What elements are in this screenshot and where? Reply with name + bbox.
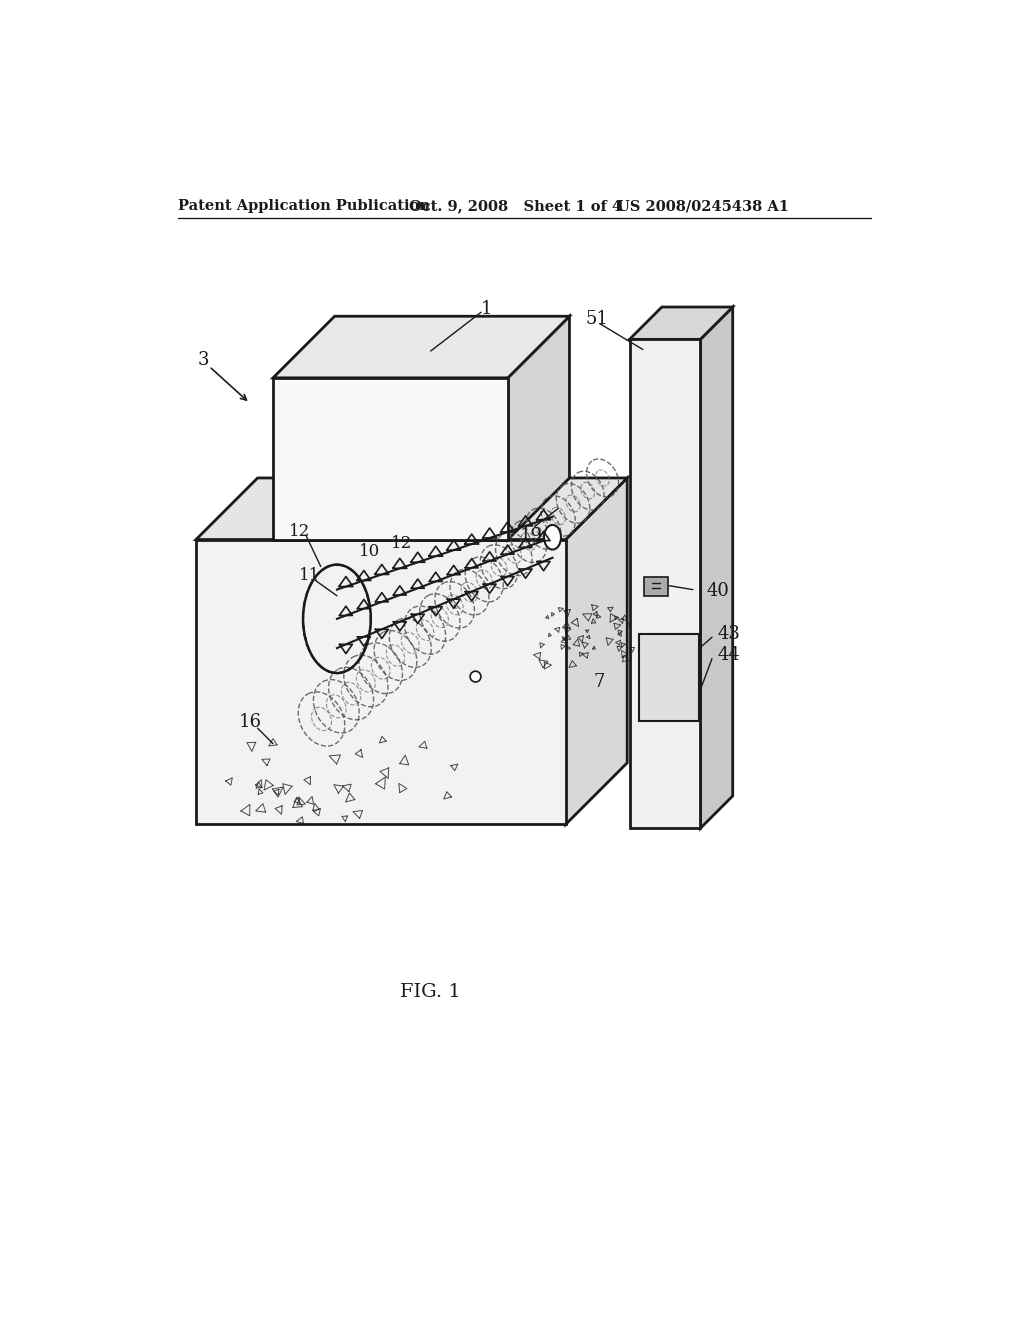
Polygon shape	[273, 378, 508, 540]
Text: Patent Application Publication: Patent Application Publication	[178, 199, 430, 213]
Text: 40: 40	[707, 582, 729, 601]
Polygon shape	[196, 540, 565, 825]
Text: 1: 1	[480, 300, 493, 318]
Polygon shape	[508, 317, 569, 540]
Text: Oct. 9, 2008   Sheet 1 of 4: Oct. 9, 2008 Sheet 1 of 4	[410, 199, 623, 213]
Polygon shape	[565, 478, 628, 825]
Text: 16: 16	[239, 713, 261, 731]
Polygon shape	[644, 577, 668, 595]
Polygon shape	[700, 308, 733, 829]
Text: 43: 43	[717, 626, 740, 643]
Polygon shape	[630, 308, 733, 339]
Text: 19: 19	[519, 527, 543, 545]
Text: US 2008/0245438 A1: US 2008/0245438 A1	[617, 199, 790, 213]
Text: 51: 51	[586, 310, 608, 327]
Text: 11: 11	[299, 568, 319, 585]
Text: 7: 7	[593, 673, 604, 690]
Text: FIG. 1: FIG. 1	[400, 982, 461, 1001]
Text: 3: 3	[198, 351, 209, 370]
Polygon shape	[639, 635, 698, 721]
Text: 12: 12	[290, 523, 310, 540]
Polygon shape	[273, 317, 569, 378]
Ellipse shape	[544, 525, 561, 549]
Text: 12: 12	[391, 535, 413, 552]
Polygon shape	[196, 478, 628, 540]
Text: 10: 10	[358, 543, 380, 560]
Ellipse shape	[470, 671, 481, 682]
Text: 44: 44	[717, 645, 740, 664]
Polygon shape	[630, 339, 700, 829]
